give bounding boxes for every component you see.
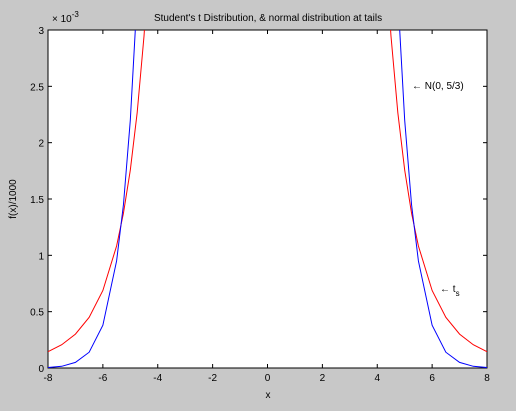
line-series [48,30,487,368]
y-tick-label: 0.5 [30,308,44,319]
annotation-text: ← t [440,284,456,295]
annotation: ← ts [440,284,460,298]
y-tick-label: 1.5 [30,195,44,206]
line-series [48,30,487,353]
x-tick-label: 4 [374,373,380,384]
chart-title: Student's t Distribution, & normal distr… [154,13,382,24]
annotation-sub: s [456,289,460,298]
plot-area [47,29,488,369]
y-tick-label: 3 [38,26,44,37]
y-tick-label: 2 [38,139,44,150]
y-tick-label: 1 [38,251,44,262]
x-tick-label: -8 [44,373,53,384]
y-tick-label: 0 [38,364,44,375]
x-axis-label: x [266,390,271,401]
y-tick-label: 2.5 [30,82,44,93]
y-axis-label: f(x)/1000 [8,179,19,219]
x-tick-label: -6 [98,373,107,384]
x-tick-label: -2 [208,373,217,384]
exponent-power: -3 [72,10,80,19]
x-tick-label: 0 [265,373,271,384]
exponent-label: × 10-3 [52,10,79,25]
exponent-base: × 10 [52,14,72,25]
x-tick-label: -4 [153,373,162,384]
x-tick-label: 2 [320,373,326,384]
x-tick-label: 8 [484,373,490,384]
x-tick-label: 6 [429,373,435,384]
annotation: ← N(0, 5/3) [412,81,464,92]
